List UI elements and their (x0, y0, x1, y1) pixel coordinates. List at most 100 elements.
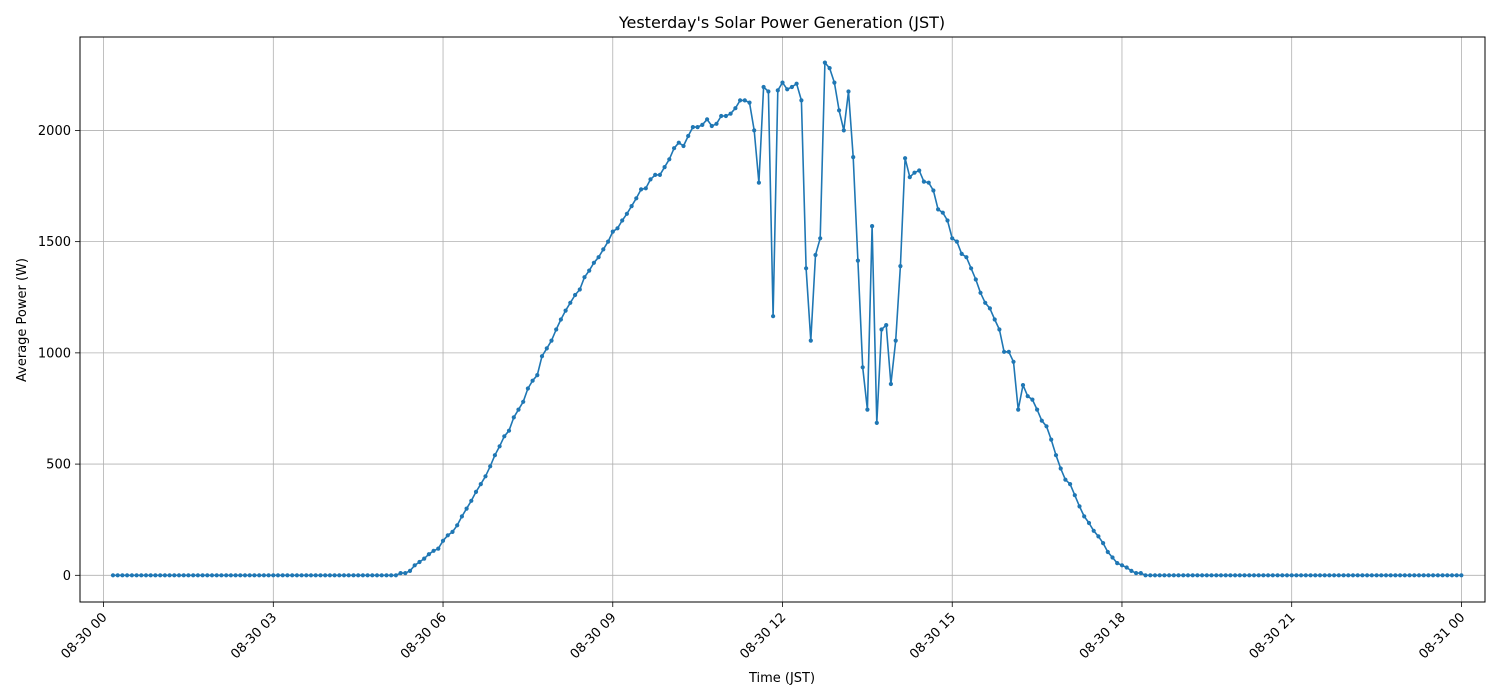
data-point (488, 464, 493, 469)
data-point (257, 573, 262, 578)
data-point (1143, 573, 1148, 578)
data-point (738, 98, 743, 103)
data-point (879, 327, 884, 332)
data-point (954, 239, 960, 244)
data-point (987, 306, 993, 311)
data-point (219, 573, 224, 578)
data-point (1261, 573, 1266, 578)
data-point (1110, 555, 1115, 560)
data-point (525, 386, 531, 391)
data-point (940, 210, 945, 215)
data-point (356, 573, 361, 578)
data-point (271, 573, 276, 578)
data-point (964, 255, 969, 260)
data-point (1416, 573, 1422, 578)
data-point (252, 573, 257, 578)
data-point (587, 268, 592, 273)
data-point (1020, 383, 1026, 388)
data-point (143, 573, 149, 578)
data-point (973, 277, 978, 282)
data-point (139, 573, 144, 578)
data-point (162, 573, 167, 578)
data-point (766, 89, 771, 94)
data-point (186, 573, 191, 578)
data-point (761, 84, 766, 90)
data-point (167, 573, 172, 578)
x-tick-label: 08-30 21 (1247, 610, 1299, 662)
data-point (1006, 349, 1011, 354)
data-point (577, 287, 582, 292)
data-point (686, 133, 691, 139)
data-point (620, 218, 625, 223)
data-point (440, 538, 446, 543)
data-point (148, 573, 153, 578)
data-point (568, 300, 573, 305)
data-point (483, 474, 488, 479)
data-point (327, 573, 332, 578)
data-point (563, 308, 568, 313)
data-point (1388, 573, 1393, 578)
data-point (733, 106, 738, 111)
data-point (1294, 573, 1299, 578)
data-point (1360, 573, 1365, 578)
data-point (634, 196, 639, 201)
data-point (1454, 573, 1459, 578)
data-point (657, 172, 663, 177)
data-point (1421, 573, 1426, 578)
data-point (855, 258, 861, 263)
data-point (1011, 359, 1016, 364)
data-point (709, 123, 714, 129)
data-point (1209, 573, 1214, 578)
data-point (261, 573, 266, 578)
data-point (417, 559, 422, 565)
data-point (893, 338, 898, 343)
data-point (1185, 573, 1191, 578)
data-point (573, 292, 578, 298)
data-point (176, 573, 182, 578)
data-point (280, 573, 285, 578)
data-point (1105, 549, 1110, 555)
data-point (1086, 520, 1092, 526)
data-point (629, 204, 634, 209)
data-point (851, 155, 856, 160)
data-point (1030, 397, 1035, 402)
data-point (1346, 573, 1351, 578)
x-axis-label: Time (JST) (748, 671, 815, 686)
data-point (535, 373, 540, 378)
data-point (874, 420, 879, 425)
data-point (1157, 573, 1162, 578)
data-point (789, 84, 795, 90)
data-point (1251, 573, 1257, 578)
data-point (794, 81, 799, 86)
data-point (1459, 573, 1464, 578)
data-point (337, 573, 342, 578)
data-point (1049, 437, 1054, 442)
data-point (950, 236, 955, 241)
data-point (785, 87, 790, 92)
y-tick-label: 2000 (38, 124, 71, 139)
data-point (360, 573, 365, 578)
data-point (530, 378, 535, 383)
data-point (959, 251, 964, 256)
data-point (1317, 573, 1323, 578)
data-point (1204, 573, 1209, 578)
data-point (1435, 573, 1440, 578)
data-point (539, 354, 545, 359)
data-point (502, 434, 507, 439)
data-point (1327, 573, 1332, 578)
data-point (742, 98, 747, 103)
data-point (582, 275, 587, 280)
data-point (299, 573, 304, 578)
data-point (464, 506, 469, 511)
x-tick-label: 08-31 00 (1416, 610, 1468, 662)
data-point (870, 224, 875, 229)
data-point (728, 111, 733, 116)
data-point (497, 444, 502, 449)
data-point (205, 573, 210, 578)
data-point (1167, 573, 1172, 578)
data-point (804, 266, 809, 271)
data-point (926, 180, 931, 185)
x-tick-label: 08-30 12 (737, 610, 789, 662)
data-point (1058, 466, 1063, 471)
data-point (341, 573, 347, 578)
